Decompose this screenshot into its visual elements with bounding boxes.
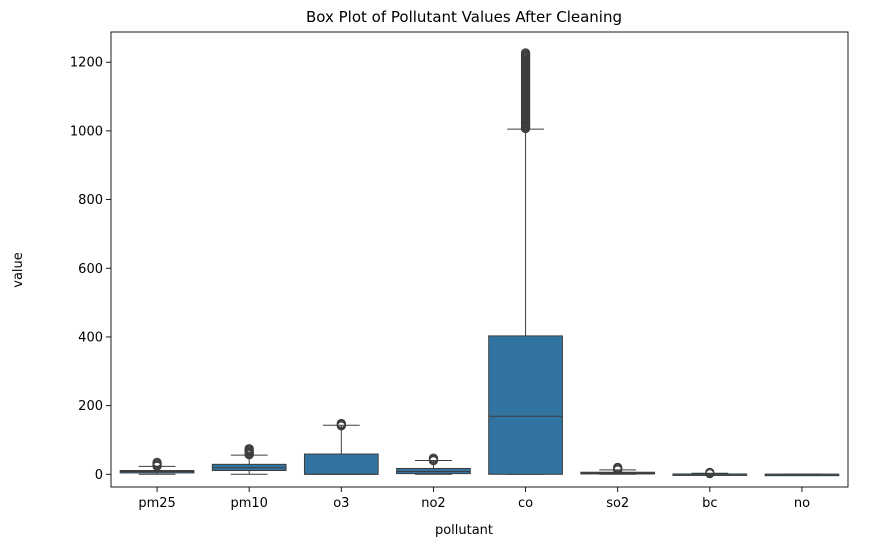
outliers: [336, 418, 346, 431]
outliers: [705, 467, 715, 479]
y-tick-label: 400: [78, 330, 103, 345]
outlier-point: [705, 467, 715, 478]
y-axis: 0 200 400 600 800 1000 1200: [70, 56, 111, 483]
x-tick-label: pm25: [138, 496, 175, 511]
y-tick-label: 600: [78, 262, 103, 277]
box-pm10: [211, 444, 287, 475]
outliers: [520, 48, 531, 134]
x-tick-label: no2: [421, 496, 445, 511]
box-iqr: [488, 335, 563, 475]
outlier-point: [428, 453, 439, 463]
y-tick-label: 800: [78, 193, 103, 208]
box-bc: [672, 467, 748, 479]
x-tick-label: co: [518, 496, 533, 511]
y-axis-label: value: [11, 252, 26, 288]
box-iqr: [396, 467, 471, 475]
box-o3: [303, 418, 379, 475]
outliers: [428, 453, 439, 466]
chart-title: Box Plot of Pollutant Values After Clean…: [306, 8, 622, 26]
outlier-point: [613, 462, 623, 473]
y-tick-label: 200: [78, 399, 103, 414]
y-tick-label: 1000: [70, 124, 103, 139]
box-pm25: [119, 457, 195, 475]
y-tick-label: 0: [95, 468, 103, 483]
outliers: [152, 457, 162, 471]
outlier-point: [336, 418, 346, 429]
x-tick-label: no: [794, 496, 810, 511]
x-axis: pm25 pm10 o3 no2 co so2 bc no: [138, 487, 810, 511]
outlier-point: [152, 457, 162, 468]
box-iqr: [303, 453, 379, 475]
x-tick-label: o3: [333, 496, 349, 511]
x-tick-label: so2: [606, 496, 629, 511]
box-no2: [396, 453, 471, 475]
outliers: [244, 444, 254, 460]
outlier-point: [520, 48, 531, 58]
box-co: [488, 48, 563, 475]
box-so2: [580, 462, 656, 475]
x-axis-label: pollutant: [435, 523, 493, 538]
outliers: [613, 462, 623, 475]
box-no: [764, 473, 840, 477]
x-tick-label: bc: [702, 496, 717, 511]
y-tick-label: 1200: [70, 56, 103, 71]
plot-frame: [110, 31, 849, 488]
outlier-point: [244, 444, 254, 454]
plot-area: [110, 31, 849, 488]
x-tick-label: pm10: [230, 496, 267, 511]
